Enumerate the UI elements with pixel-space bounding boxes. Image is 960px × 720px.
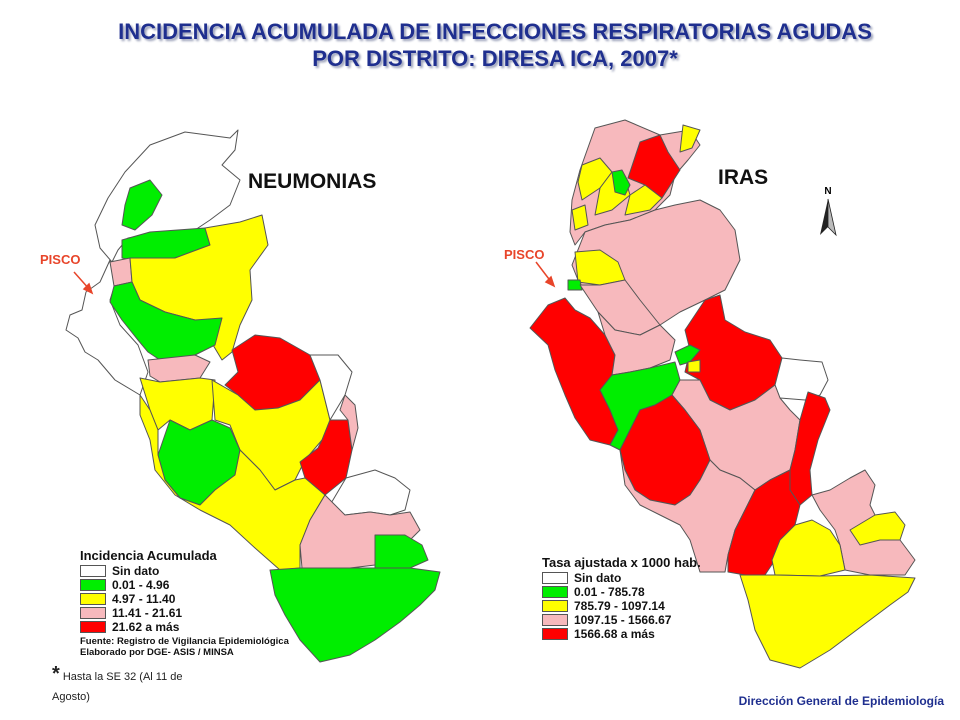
footnote-star: * [52,663,60,685]
legend-title: Tasa ajustada x 1000 hab. [542,555,701,570]
district [687,359,701,373]
pisco-label-left: PISCO [40,252,81,267]
district [65,259,149,396]
legend-label: Sin dato [112,564,160,578]
title-line-2: POR DISTRITO: DIRESA ICA, 2007* [312,46,678,71]
legend-label: 4.97 - 11.40 [112,592,176,606]
district [739,574,916,669]
footer-credit: Dirección General de Epidemiología [738,694,944,708]
footnote-text: Hasta la SE 32 (Al 11 de Agosto) [52,671,183,703]
map-label-neumonias: NEUMONIAS [248,170,377,193]
district [624,184,663,216]
pisco-arrowhead-left [82,282,94,295]
legend-label: 1097.15 - 1566.67 [574,613,672,627]
district [567,279,583,291]
legend-label: 11.41 - 21.61 [112,606,183,620]
district [339,394,359,451]
map-label-iras: IRAS [718,166,769,189]
legend-label: Sin dato [574,571,622,585]
pisco-label-right: PISCO [504,247,545,262]
legend-swatch [542,600,568,612]
legend-item: 785.79 - 1097.14 [542,599,701,613]
district [269,567,441,663]
legend-swatch [80,579,106,591]
legend-label: 0.01 - 785.78 [574,585,645,599]
district [679,124,701,153]
district [109,257,133,287]
source-line-1: Fuente: Registro de Vigilancia Epidemiol… [80,636,289,647]
north-arrow-icon: N [812,186,844,237]
legend-swatch [80,607,106,619]
legend-swatch [80,565,106,577]
district [571,204,589,231]
legend-iras: Tasa ajustada x 1000 hab. Sin dato 0.01 … [542,555,701,641]
legend-swatch [542,614,568,626]
district [789,391,831,506]
district [774,357,829,401]
legend-neumonias: Incidencia Acumulada Sin dato 0.01 - 4.9… [80,548,289,658]
district [849,511,906,546]
map-iras [529,119,916,669]
district [627,134,681,199]
district [597,311,676,376]
legend-item: Sin dato [542,571,701,585]
map-title: INCIDENCIA ACUMULADA DE INFECCIONES RESP… [0,18,960,72]
legend-source: Fuente: Registro de Vigilancia Epidemiol… [80,636,289,658]
district [771,519,846,577]
legend-label: 785.79 - 1097.14 [574,599,665,613]
source-line-2: Elaborado por DGE- ASIS / MINSA [80,647,234,658]
north-arrow-shape [820,198,837,237]
legend-item: 1566.68 a más [542,627,701,641]
legend-label: 1566.68 a más [574,627,655,641]
title-line-1: INCIDENCIA ACUMULADA DE INFECCIONES RESP… [118,19,872,44]
map-neumonias [65,129,441,663]
legend-swatch [80,621,106,633]
legend-item: Sin dato [80,564,289,578]
legend-label: 0.01 - 4.96 [112,578,170,592]
legend-item: 21.62 a más [80,620,289,634]
legend-swatch [542,628,568,640]
district [611,169,631,196]
legend-swatch [542,586,568,598]
footnote: * Hasta la SE 32 (Al 11 de Agosto) [52,664,202,707]
district [139,394,326,571]
district [674,344,701,366]
pisco-arrowhead-right [544,275,556,288]
north-label: N [824,186,832,197]
legend-title: Incidencia Acumulada [80,548,217,563]
legend-item: 0.01 - 785.78 [542,585,701,599]
legend-item: 0.01 - 4.96 [80,578,289,592]
legend-swatch [80,593,106,605]
legend-item: 1097.15 - 1566.67 [542,613,701,627]
district [109,281,223,361]
legend-item: 11.41 - 21.61 [80,606,289,620]
legend-swatch [542,572,568,584]
district [374,534,429,569]
legend-item: 4.97 - 11.40 [80,592,289,606]
district [121,179,163,231]
legend-label: 21.62 a más [112,620,180,634]
